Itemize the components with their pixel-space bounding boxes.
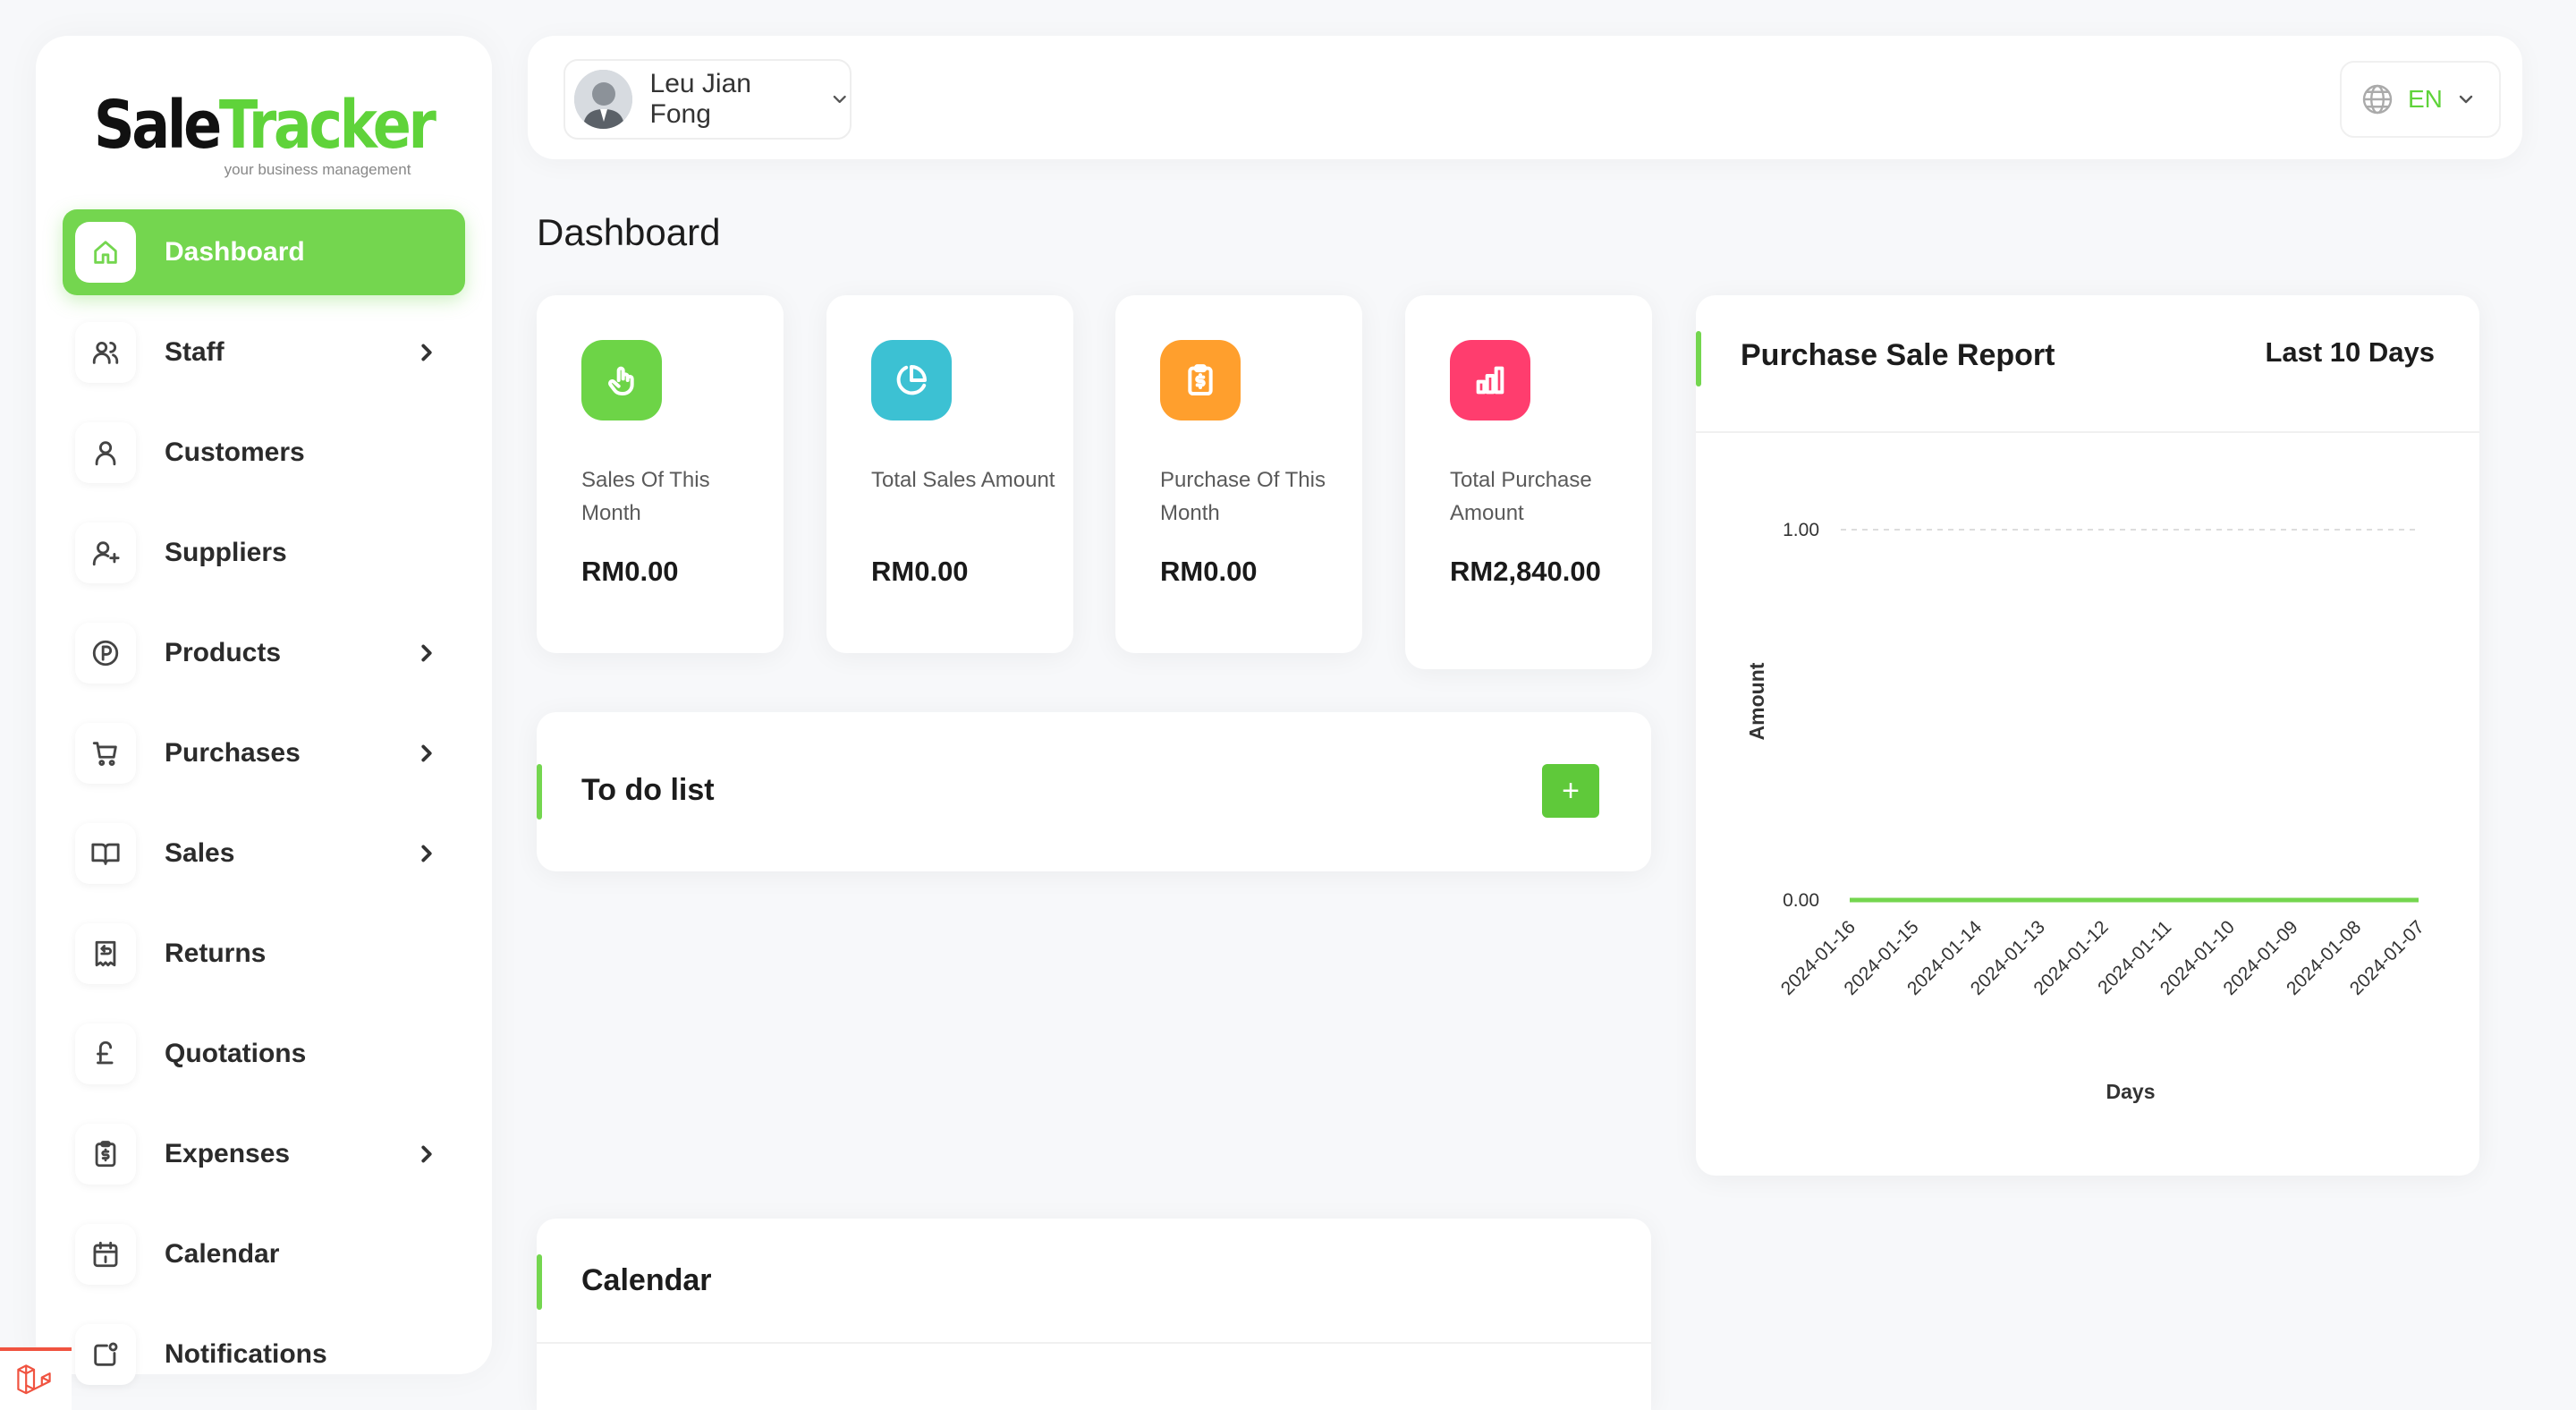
sidebar-item-label: Sales — [165, 838, 235, 868]
chevron-down-icon — [2459, 95, 2473, 104]
app-tagline: your business management — [224, 161, 411, 178]
report-title: Purchase Sale Report — [1741, 338, 2055, 372]
parking-circle-icon — [92, 640, 119, 667]
sidebar-item-calendar[interactable]: Calendar — [63, 1211, 465, 1297]
globe-icon — [2362, 84, 2393, 115]
home-icon — [94, 241, 117, 264]
user-plus-icon — [92, 541, 120, 566]
avatar — [574, 70, 632, 129]
shopping-cart-icon — [92, 742, 117, 767]
x-axis-label: Days — [2106, 1080, 2156, 1103]
clipboard-dollar-icon — [1160, 340, 1241, 420]
top-header — [528, 36, 2522, 159]
sidebar-item-expenses[interactable]: Expenses — [63, 1111, 465, 1197]
purchase-sale-chart: 0.001.002024-01-162024-01-152024-01-1420… — [1745, 520, 2428, 1103]
sidebar-item-label: Purchases — [165, 738, 301, 768]
sidebar-item-label: Staff — [165, 337, 225, 367]
chevron-right-icon — [421, 845, 432, 862]
sidebar-item-quotations[interactable]: Quotations — [63, 1011, 465, 1097]
divider — [1696, 431, 2479, 433]
users-icon — [92, 341, 119, 364]
laravel-debug-tab[interactable] — [0, 1347, 72, 1410]
stat-value: RM0.00 — [1160, 556, 1258, 587]
sidebar-item-label: Quotations — [165, 1039, 307, 1068]
chevron-right-icon — [421, 644, 432, 662]
sidebar-item-purchases[interactable]: Purchases — [63, 710, 465, 796]
sidebar-item-suppliers[interactable]: Suppliers — [63, 510, 465, 596]
stat-value: RM0.00 — [581, 556, 679, 587]
sidebar-item-label: Expenses — [165, 1139, 291, 1168]
language-selector[interactable]: EN — [2340, 61, 2501, 138]
clipboard-dollar-icon — [95, 1141, 116, 1168]
section-accent-bar — [537, 1254, 542, 1310]
app-logo[interactable]: SaleTracker — [36, 89, 492, 161]
stat-label: Sales Of This Month — [581, 468, 710, 525]
purchase-sale-report-card: Purchase Sale Report Last 10 Days 0.00 1.… — [1696, 295, 2479, 1176]
todo-list-title: To do list — [581, 773, 715, 807]
calendar-card: Calendar — [537, 1219, 1651, 1410]
pie-chart-icon — [871, 340, 952, 420]
sidebar-item-label: Dashboard — [165, 237, 305, 267]
sidebar-item-label: Notifications — [165, 1339, 327, 1369]
y-tick-label: 1.00 — [1783, 520, 1819, 540]
stat-value: RM0.00 — [871, 556, 969, 587]
chevron-right-icon — [421, 344, 432, 361]
user-icon — [95, 441, 116, 466]
logo-text-tracker: Tracker — [219, 87, 436, 164]
notification-icon — [94, 1342, 118, 1366]
sidebar-item-staff[interactable]: Staff — [63, 310, 465, 395]
stat-card-purchase-month: Purchase Of This Month RM0.00 — [1115, 295, 1362, 653]
stat-label: Total Sales Amount — [871, 468, 1055, 492]
hand-pointer-icon — [581, 340, 662, 420]
sidebar-item-label: Calendar — [165, 1239, 280, 1269]
y-tick-label: 0.00 — [1783, 890, 1819, 911]
sidebar-item-label: Products — [165, 638, 282, 667]
chevron-right-icon — [421, 1145, 432, 1163]
sidebar-item-label: Suppliers — [165, 538, 287, 567]
sidebar-item-label: Returns — [165, 939, 267, 968]
calendar-title: Calendar — [581, 1263, 712, 1297]
logo-text-sale: Sale — [94, 87, 222, 164]
report-range[interactable]: Last 10 Days — [2265, 336, 2435, 368]
sidebar-item-sales[interactable]: Sales — [63, 811, 465, 896]
section-accent-bar — [537, 764, 542, 820]
receipt-return-icon — [95, 940, 116, 967]
sidebar-item-dashboard[interactable]: Dashboard — [63, 209, 465, 295]
user-name: Leu Jian Fong — [649, 69, 751, 129]
open-book-icon — [91, 843, 120, 865]
add-todo-button[interactable]: + — [1542, 764, 1599, 818]
divider — [537, 1342, 1651, 1344]
chevron-right-icon — [421, 744, 432, 762]
sidebar-item-notifications[interactable]: Notifications — [63, 1312, 465, 1397]
stat-label: Total Purchase Amount — [1450, 468, 1592, 525]
page-title: Dashboard — [537, 211, 721, 253]
sidebar-item-customers[interactable]: Customers — [63, 410, 465, 496]
user-menu-button[interactable]: Leu Jian Fong — [564, 59, 852, 140]
stat-card-total-purchase: Total Purchase Amount RM2,840.00 — [1405, 295, 1652, 669]
calendar-icon — [93, 1241, 118, 1268]
stat-label: Purchase Of This Month — [1160, 468, 1326, 525]
sidebar-item-products[interactable]: Products — [63, 610, 465, 696]
section-accent-bar — [1696, 331, 1701, 386]
laravel-icon — [17, 1364, 51, 1395]
stat-value: RM2,840.00 — [1450, 556, 1601, 587]
chevron-down-icon — [833, 95, 846, 104]
sidebar-item-returns[interactable]: Returns — [63, 911, 465, 997]
todo-list-card: To do list + — [537, 712, 1651, 871]
sidebar-item-label: Customers — [165, 437, 305, 467]
language-code: EN — [2408, 85, 2443, 113]
y-axis-label: Amount — [1745, 662, 1768, 740]
stat-card-total-sales: Total Sales Amount RM0.00 — [826, 295, 1073, 653]
pound-icon — [97, 1041, 114, 1065]
stat-card-sales-month: Sales Of This Month RM0.00 — [537, 295, 784, 653]
bar-chart-icon — [1450, 340, 1530, 420]
